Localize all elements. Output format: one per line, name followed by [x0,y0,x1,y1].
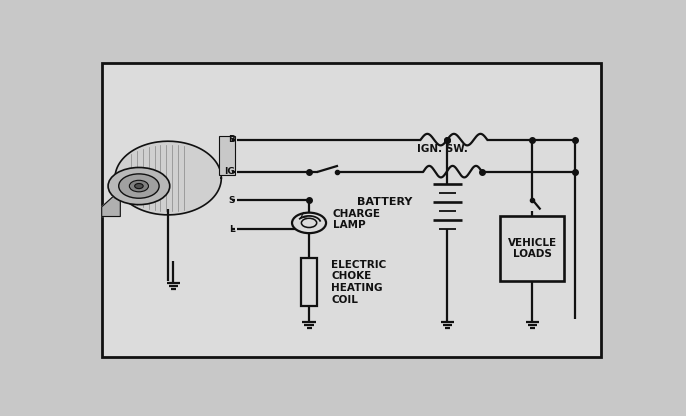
Text: IG: IG [224,167,235,176]
Circle shape [134,183,143,188]
Text: VEHICLE
LOADS: VEHICLE LOADS [508,238,557,259]
Text: S: S [228,196,235,205]
Polygon shape [102,197,120,216]
Text: BATTERY: BATTERY [357,197,413,207]
Circle shape [130,180,148,192]
Bar [219,136,235,175]
Text: IGN. SW.: IGN. SW. [416,144,467,154]
Bar [501,216,564,280]
Text: ELECTRIC
CHOKE
HEATING
COIL: ELECTRIC CHOKE HEATING COIL [331,260,387,305]
Text: CHARGE
LAMP: CHARGE LAMP [333,209,381,230]
Circle shape [301,218,317,228]
Circle shape [108,168,169,205]
Circle shape [119,174,159,198]
Circle shape [292,213,326,233]
Bar [301,258,317,306]
Polygon shape [115,141,222,215]
Text: L: L [229,225,235,234]
Text: B: B [228,135,235,144]
